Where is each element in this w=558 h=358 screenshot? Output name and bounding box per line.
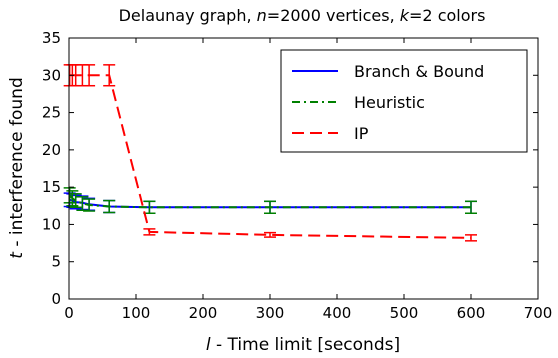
x-tick-label: 500 <box>390 304 419 322</box>
x-tick-label: 300 <box>256 304 285 322</box>
y-tick-label: 15 <box>42 178 61 196</box>
y-tick-label: 20 <box>42 141 61 159</box>
y-tick-label: 30 <box>42 66 61 84</box>
y-tick-label: 0 <box>51 290 61 308</box>
series-line <box>68 194 471 209</box>
y-tick-label: 25 <box>42 104 61 122</box>
legend-label: Branch & Bound <box>354 62 484 81</box>
series-heuristic <box>63 187 477 214</box>
y-tick-label: 10 <box>42 215 61 233</box>
legend: Branch & Bound Heuristic IP <box>280 49 528 153</box>
x-tick-label: 200 <box>189 304 218 322</box>
x-tick-label: 600 <box>457 304 486 322</box>
y-tick-label: 35 <box>42 29 61 47</box>
x-tick-label: 700 <box>524 304 553 322</box>
x-tick-label: 400 <box>323 304 352 322</box>
x-axis-label: l - Time limit [seconds] <box>206 335 400 355</box>
axis-ticks: 0 100 200 300 400 500 600 700 0 5 10 15 20 25 30 35 <box>42 29 552 322</box>
x-tick-label: 100 <box>122 304 151 322</box>
legend-label: IP <box>354 124 369 143</box>
chart-title: Delaunay graph, n=2000 vertices, k=2 col… <box>119 6 486 25</box>
legend-label: Heuristic <box>354 93 425 112</box>
data-marks <box>63 64 477 242</box>
y-axis-label: t - interference found <box>7 77 27 258</box>
x-tick-label: 0 <box>64 304 74 322</box>
y-tick-label: 5 <box>51 253 61 271</box>
plot-frame <box>68 37 539 300</box>
